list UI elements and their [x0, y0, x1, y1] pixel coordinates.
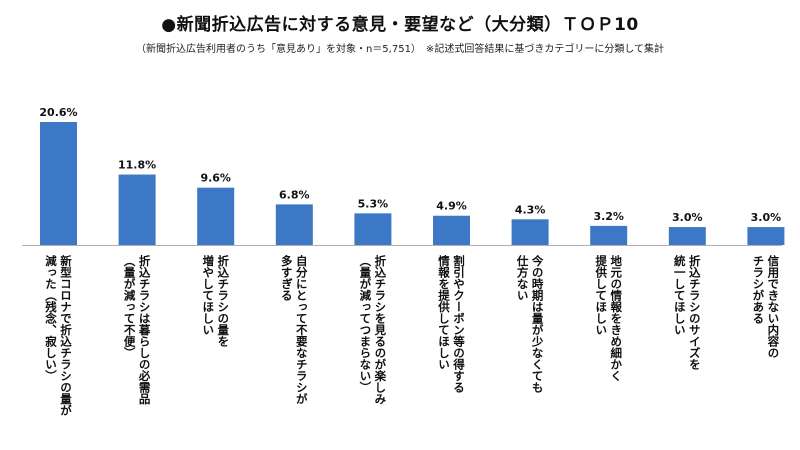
category-label-8-line-1: 地元の情報をきめ細かく	[609, 254, 623, 382]
category-label-2-line-2: （量が減って不便）	[123, 255, 137, 359]
data-label-8: 3.2%	[593, 210, 624, 223]
category-label-3-line-2: 増やしてほしい	[201, 254, 215, 335]
category-label-3-line-1: 折込チラシの量を	[216, 254, 230, 348]
data-label-10: 3.0%	[751, 211, 782, 224]
category-label-10-line-1: 信用できない内容の	[766, 254, 780, 358]
category-label-5-line-1: 折込チラシを見るのが楽しみ	[373, 254, 387, 405]
bar-8	[590, 225, 628, 245]
category-label-6-line-2: 情報を提供してほしい	[437, 254, 451, 370]
category-label-4-line-1: 自分にとって不要なチラシが	[295, 254, 309, 404]
category-label-1-line-1: 新型コロナで折込チラシの量が	[59, 254, 73, 416]
category-label-8-line-2: 提供してほしい	[594, 254, 608, 335]
data-label-7: 4.3%	[515, 203, 546, 216]
category-label-2-line-1: 折込チラシは暮らしの必需品	[138, 254, 152, 405]
category-label-10-line-2: チラシがある	[751, 255, 765, 325]
data-label-1: 20.6%	[39, 106, 77, 119]
data-label-3: 9.6%	[200, 172, 231, 185]
bar-5	[354, 213, 392, 245]
category-label-6-line-1: 割引やクーポン等の得する	[452, 254, 466, 394]
category-label-7-line-1: 今の時期は量が少なくても	[531, 254, 545, 394]
chart-subtitle: （新聞折込広告利用者のうち「意見あり」を対象・n＝5,751） ※記述式回答結果…	[135, 44, 665, 55]
chart-title: ●新聞折込広告に対する意見・要望など（大分類）ＴＯＰ10	[161, 15, 639, 35]
bar-7	[511, 219, 549, 245]
category-label-1-line-2: 減った（残念、寂しい）	[44, 254, 58, 381]
category-label-9-line-2: 統一してほしい	[673, 254, 687, 335]
data-label-2: 11.8%	[118, 159, 156, 172]
category-label-5-line-2: （量が減ってつまらない）	[358, 255, 372, 393]
data-label-4: 6.8%	[279, 188, 310, 201]
data-label-5: 5.3%	[358, 197, 389, 210]
bar-4	[275, 204, 313, 245]
bar-1	[40, 122, 77, 245]
bar-2	[118, 174, 156, 245]
bar-3	[197, 187, 235, 245]
category-label-4-line-2: 多すぎる	[280, 254, 294, 302]
category-label-9-line-1: 折込チラシのサイズを	[688, 254, 702, 371]
bar-10	[747, 227, 785, 245]
data-label-9: 3.0%	[672, 211, 703, 224]
data-label-6: 4.9%	[436, 200, 467, 213]
bar-9	[668, 227, 706, 245]
bar-6	[433, 215, 470, 245]
category-label-7-line-2: 仕方ない	[516, 254, 530, 301]
